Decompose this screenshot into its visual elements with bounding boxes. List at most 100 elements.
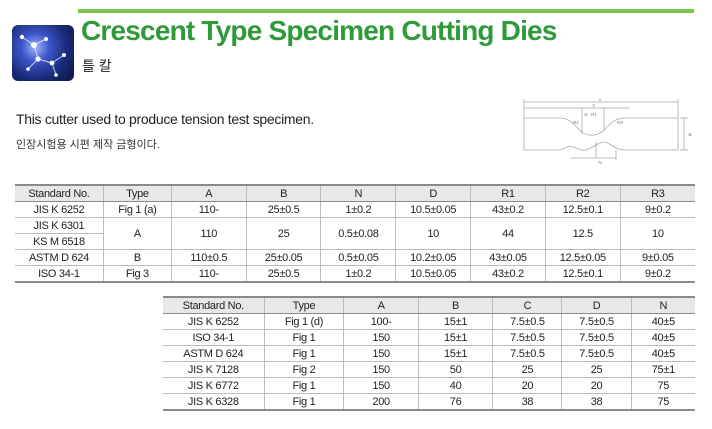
dimensions-table-2: Standard No. Type A B C D N JIS K 6252 Fi…	[163, 296, 695, 411]
cell-b: 15±1	[417, 345, 493, 362]
cell-r1: 44	[470, 217, 546, 250]
diagram-label-r1: R1	[591, 112, 597, 117]
cell-d: 7.5±0.5	[561, 345, 632, 362]
cell-type: Fig 1	[263, 329, 344, 346]
cell-a: 110-	[170, 201, 247, 218]
cell-r3: 9±0.2	[619, 201, 695, 218]
cell-n: 75	[630, 393, 695, 411]
cell-a: 150	[343, 345, 419, 362]
diagram-label-a: A	[598, 97, 601, 102]
diagram-label-d: D	[584, 112, 588, 117]
cell-r1: 43±0.2	[470, 265, 546, 283]
cell-a: 110±0.5	[170, 249, 247, 266]
diagram-label-r3: R3	[617, 120, 623, 125]
table-row: ISO 34-1 Fig 3 110- 25±0.5 1±0.2 10.5±0.…	[15, 265, 695, 283]
cell-d: 10.2±0.05	[395, 249, 471, 266]
cell-b: 40	[417, 377, 493, 394]
cell-n: 40±5	[630, 345, 695, 362]
table-row: JIS K 6301 A 110 25 0.5±0.08 10 44 12.5 …	[15, 217, 695, 250]
cell-type: Fig 1 (a)	[102, 201, 172, 218]
page-subtitle: 틀 칼	[82, 58, 112, 74]
table2-header-n: N	[630, 296, 695, 314]
cell-standard: JIS K 6328	[163, 393, 265, 411]
molecule-logo-icon	[12, 25, 74, 81]
cell-a: 150	[343, 377, 419, 394]
table-row: ASTM D 624 B 110±0.5 25±0.05 0.5±0.05 10…	[15, 249, 695, 266]
table-row: JIS K 6252 Fig 1 (a) 110- 25±0.5 1±0.2 1…	[15, 201, 695, 218]
table1-header-r1: R1	[470, 184, 546, 202]
table1-header-r2: R2	[544, 184, 621, 202]
table1-header-d: D	[395, 184, 471, 202]
cell-standard: JIS K 6252	[15, 201, 104, 218]
cell-c: 25	[492, 361, 562, 378]
cell-b: 25±0.5	[245, 265, 321, 283]
table1-header-type: Type	[102, 184, 172, 202]
cell-b: 15±1	[417, 313, 493, 330]
cell-standard: ISO 34-1	[15, 265, 104, 283]
table1-header-b: B	[245, 184, 321, 202]
cell-n: 1±0.2	[320, 201, 396, 218]
cell-b: 25±0.5	[245, 201, 321, 218]
cell-d: 7.5±0.5	[561, 329, 632, 346]
header-accent-line	[78, 9, 694, 13]
cell-standard: JIS K 6772	[163, 377, 265, 394]
table1-header-r3: R3	[619, 184, 695, 202]
table2-header-type: Type	[263, 296, 344, 314]
cell-type: Fig 1	[263, 377, 344, 394]
description-english: This cutter used to produce tension test…	[16, 111, 314, 127]
cell-d: 10.5±0.05	[395, 265, 471, 283]
cell-standard: KS M 6518	[15, 233, 104, 250]
table-row: KS M 6518	[15, 233, 695, 250]
cell-n: 0.5±0.05	[320, 249, 396, 266]
table-row: ISO 34-1 Fig 1 150 15±1 7.5±0.5 7.5±0.5 40±5	[163, 329, 695, 346]
cell-d: 10	[395, 217, 471, 250]
cell-type: Fig 1	[263, 393, 344, 411]
cell-d: 20	[561, 377, 632, 394]
cell-d: 10.5±0.05	[395, 201, 471, 218]
diagram-label-r2: R2	[573, 120, 579, 125]
table1-header-a: A	[170, 184, 247, 202]
cell-r2: 12.5±0.05	[544, 249, 621, 266]
cell-type: B	[102, 249, 172, 266]
cell-standard: JIS K 7128	[163, 361, 265, 378]
specimen-diagram: A C D R1 R2 R3 B N	[523, 97, 692, 165]
table2-header-a: A	[343, 296, 419, 314]
cell-standard: ASTM D 624	[163, 345, 265, 362]
table-row: JIS K 6328 Fig 1 200 76 38 38 75	[163, 393, 695, 411]
table-row: JIS K 7128 Fig 2 150 50 25 25 75±1	[163, 361, 695, 378]
cell-b: 25±0.05	[245, 249, 321, 266]
cell-c: 7.5±0.5	[492, 345, 562, 362]
cell-d: 7.5±0.5	[561, 313, 632, 330]
cell-type: Fig 1	[263, 345, 344, 362]
cell-r3: 9±0.2	[619, 265, 695, 283]
table-row: JIS K 6252 Fig 1 (d) 100- 15±1 7.5±0.5 7.5±0.…	[163, 313, 695, 330]
cell-c: 7.5±0.5	[492, 329, 562, 346]
cell-a: 110	[170, 217, 247, 250]
cell-type: Fig 2	[263, 361, 344, 378]
cell-n: 75±1	[630, 361, 695, 378]
diagram-label-c: C	[592, 103, 596, 108]
cell-c: 7.5±0.5	[492, 313, 562, 330]
cell-c: 38	[492, 393, 562, 411]
cell-b: 25	[245, 217, 321, 250]
cell-type: Fig 3	[102, 265, 172, 283]
table-row: JIS K 6772 Fig 1 150 40 20 20 75	[163, 377, 695, 394]
cell-d: 25	[561, 361, 632, 378]
cell-n: 40±5	[630, 329, 695, 346]
cell-n: 40±5	[630, 313, 695, 330]
cell-a: 200	[343, 393, 419, 411]
cell-d: 38	[561, 393, 632, 411]
cell-a: 110-	[170, 265, 247, 283]
table2-header-b: B	[417, 296, 493, 314]
cell-type: A	[102, 217, 172, 250]
cell-b: 50	[417, 361, 493, 378]
cell-standard: ASTM D 624	[15, 249, 104, 266]
cell-standard: JIS K 6252	[163, 313, 265, 330]
cell-r1: 43±0.05	[470, 249, 546, 266]
diagram-label-n: N	[598, 160, 601, 165]
page-title: Crescent Type Specimen Cutting Dies	[81, 15, 557, 46]
table2-header-standard: Standard No.	[163, 296, 265, 314]
cell-b: 15±1	[417, 329, 493, 346]
table1-header-n: N	[320, 184, 396, 202]
cell-n: 75	[630, 377, 695, 394]
